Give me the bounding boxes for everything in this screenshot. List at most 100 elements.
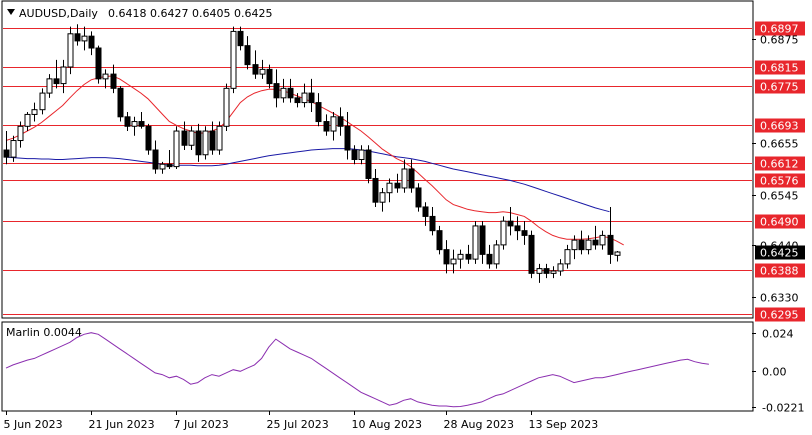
candle <box>557 259 564 276</box>
candle-body <box>294 97 301 104</box>
candle <box>287 78 294 103</box>
level-label: 0.6897 <box>760 23 799 36</box>
candle <box>102 69 109 89</box>
candle-body <box>209 130 216 151</box>
candle <box>436 225 443 255</box>
level-label: 0.6388 <box>760 265 799 278</box>
candle-body <box>223 87 230 127</box>
candle-body <box>372 177 379 203</box>
candle <box>195 123 202 162</box>
indicator-title: Marlin 0.0044 <box>6 326 82 339</box>
candle <box>443 240 450 274</box>
date-tick-label: 10 Aug 2023 <box>352 418 422 431</box>
candle-body <box>585 239 592 251</box>
candle <box>244 36 251 70</box>
candles-group <box>3 24 621 283</box>
candle <box>472 221 479 264</box>
indicator-axis-group: 0.024 0.00 -0.0221 <box>752 328 804 415</box>
candle <box>131 116 138 136</box>
candle <box>564 244 571 269</box>
symbol-label: AUDUSD,Daily <box>19 7 98 20</box>
candle <box>273 69 280 108</box>
slow-ma-line <box>5 148 610 213</box>
level-label: 0.6612 <box>760 158 799 171</box>
candle-body <box>429 215 436 232</box>
level-labels-group: 0.6897 0.6815 0.6775 0.6693 0.6612 0.6576 0.64… <box>755 21 805 322</box>
candle-body <box>394 182 401 189</box>
candle-body <box>95 47 102 80</box>
candle-body <box>323 121 330 132</box>
candle-body <box>592 239 599 246</box>
candle-body <box>330 116 337 132</box>
candle <box>173 126 180 169</box>
candle-body <box>287 87 294 99</box>
candle <box>81 26 88 51</box>
candle-body <box>159 163 166 170</box>
candle <box>514 216 521 241</box>
candle <box>74 24 81 46</box>
candle <box>280 78 287 103</box>
candle <box>117 85 124 122</box>
candle-body <box>145 125 152 151</box>
fast-ma-line <box>5 75 624 246</box>
candle-body <box>550 270 557 274</box>
candle-body <box>408 168 415 189</box>
candle-body <box>486 253 493 265</box>
collapse-triangle-icon[interactable] <box>7 9 15 15</box>
candle-body <box>500 220 507 246</box>
candle-body <box>102 73 109 80</box>
candle <box>188 126 195 151</box>
candle-body <box>450 258 457 265</box>
level-label: 0.6693 <box>760 120 799 133</box>
current-price-label: 0.6425 <box>760 247 799 260</box>
candle-body <box>259 68 266 75</box>
price-tick-label: 0.6875 <box>760 34 799 47</box>
level-label-bg <box>755 60 805 75</box>
candle <box>479 221 486 264</box>
candle <box>95 45 102 84</box>
candle-body <box>571 239 578 251</box>
candle <box>599 230 606 250</box>
candle-body <box>74 33 81 42</box>
candle-body <box>17 125 24 142</box>
candle <box>60 59 67 94</box>
candle-body <box>599 234 606 246</box>
candle <box>351 145 358 165</box>
candle <box>152 140 159 174</box>
candle-body <box>181 130 188 146</box>
candle <box>159 161 166 174</box>
candle-body <box>386 182 393 194</box>
candle <box>372 168 379 207</box>
candle <box>124 112 131 132</box>
candle-body <box>315 102 322 123</box>
candle <box>422 202 429 226</box>
candle-body <box>557 263 564 272</box>
candle-body <box>543 268 550 274</box>
candle-body <box>195 130 202 156</box>
indicator-panel-frame <box>1 321 754 412</box>
candle <box>3 131 10 165</box>
level-label-bg <box>755 156 805 171</box>
candle <box>46 74 53 98</box>
candle-body <box>472 225 479 260</box>
candle-body <box>337 116 344 127</box>
candle <box>550 266 557 279</box>
candle-body <box>493 244 500 265</box>
indicator-tick-label: 0.00 <box>762 366 787 379</box>
candle-body <box>280 87 287 99</box>
candle <box>259 59 266 79</box>
candle <box>88 31 95 56</box>
candle <box>450 249 457 274</box>
candle-body <box>436 230 443 251</box>
candle <box>17 121 24 148</box>
candle <box>337 107 344 136</box>
candle-body <box>46 78 53 94</box>
candle <box>24 112 31 132</box>
candle <box>266 64 273 89</box>
candle <box>181 121 188 151</box>
level-label-bg <box>755 307 805 322</box>
horizontal-levels-group <box>3 28 752 315</box>
candle <box>315 93 322 127</box>
candle-body <box>614 251 621 256</box>
candle-body <box>237 30 244 47</box>
